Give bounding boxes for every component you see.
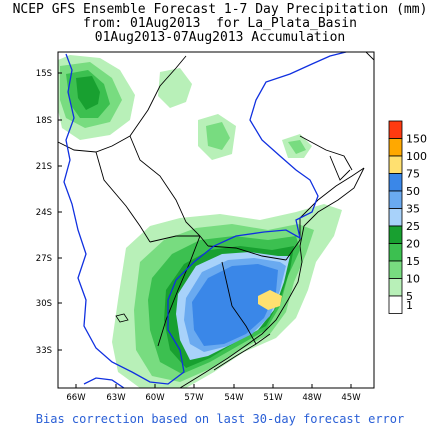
legend-swatch [388, 155, 403, 174]
legend-level-label: 75 [406, 168, 420, 181]
lon-tick-label: 51W [263, 393, 283, 403]
map-title-line-3: 01Aug2013-07Aug2013 Accumulation [94, 30, 346, 45]
latitude-axis: 15S 18S 21S 24S 27S 30S 33S [36, 69, 62, 356]
map-frame [57, 51, 375, 389]
legend-swatch [388, 260, 403, 279]
legend-level-label: 10 [406, 273, 420, 286]
lat-tick-label: 27S [36, 254, 52, 264]
legend-level-label: 50 [406, 185, 420, 198]
longitude-axis: 66W 63W 60W 57W 54W 51W 48W 45W [66, 384, 361, 403]
precip-southeast [112, 204, 342, 388]
legend-swatch [388, 225, 403, 244]
legend-swatch [388, 208, 403, 227]
lat-tick-label: 24S [36, 208, 52, 218]
legend-swatch [388, 295, 403, 314]
lon-tick-label: 48W [302, 393, 322, 403]
lakes [115, 313, 129, 323]
legend-level-label: 25 [406, 220, 420, 233]
lon-tick-label: 54W [224, 393, 244, 403]
lon-tick-label: 60W [145, 393, 165, 403]
coastline [179, 52, 374, 388]
lat-tick-label: 18S [36, 116, 52, 126]
lon-tick-label: 57W [184, 393, 204, 403]
legend-level-label: 150 [406, 133, 427, 146]
precip-north-center [158, 68, 312, 160]
legend-swatch [388, 120, 403, 139]
precipitation-legend: 150 100 75 50 35 25 20 15 10 51 [388, 120, 427, 314]
legend-level-label: 20 [406, 238, 420, 251]
legend-swatch [388, 243, 403, 262]
legend-level-label: 1 [406, 299, 413, 312]
legend-swatch [388, 278, 403, 297]
legend-level-label: 15 [406, 255, 420, 268]
legend-swatch [388, 138, 403, 157]
map-title-line-2: from: 01Aug2013 for La_Plata_Basin [83, 16, 357, 31]
legend-level-label: 5 [406, 290, 413, 303]
lon-tick-label: 45W [341, 393, 361, 403]
legend-level-label: 35 [406, 203, 420, 216]
bias-correction-note: Bias correction based on last 30-day for… [35, 412, 405, 426]
lon-tick-label: 63W [106, 393, 126, 403]
legend-level-label: 100 [406, 150, 427, 163]
legend-swatch [388, 190, 403, 209]
lat-tick-label: 30S [36, 299, 52, 309]
lat-tick-label: 15S [36, 69, 52, 79]
precip-northwest [58, 55, 135, 140]
la-plata-basin-outline [63, 52, 347, 385]
lon-tick-label: 66W [66, 393, 86, 403]
country-borders [58, 55, 365, 371]
basin-outline-south [83, 377, 125, 388]
map-area [58, 52, 374, 388]
map-title-line-1: NCEP GFS Ensemble Forecast 1-7 Day Preci… [12, 2, 428, 17]
legend-swatch [388, 173, 403, 192]
lat-tick-label: 33S [36, 346, 52, 356]
lat-tick-label: 21S [36, 162, 52, 172]
